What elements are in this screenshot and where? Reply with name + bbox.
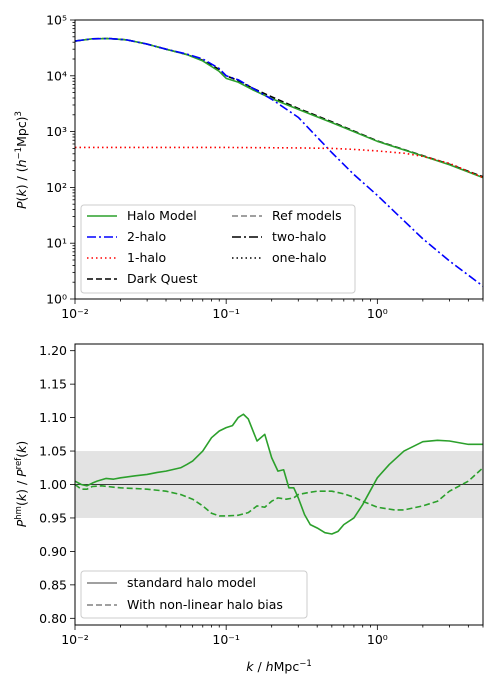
- bottom-y-tick-label: 1.20: [39, 343, 67, 358]
- legend-label-halo-model: Halo Model: [127, 208, 197, 223]
- top-y-axis-label: P(k) / (h−1Mpc)3: [14, 111, 29, 209]
- bottom-series-with-non-linear-halo-bias: [75, 467, 483, 517]
- top-y-tick-label: 10⁴: [46, 68, 67, 83]
- bottom-x-tick-label: 10⁰: [367, 632, 388, 647]
- legend-label-two-halo: two-halo: [272, 229, 326, 244]
- legend-label-one-halo: one-halo: [272, 250, 326, 265]
- bottom-y-tick-label: 1.05: [39, 444, 67, 459]
- legend-label-ref-models: Ref models: [272, 208, 342, 223]
- bottom-y-tick-label: 0.85: [39, 577, 67, 592]
- top-y-tick-label: 10⁵: [46, 13, 67, 28]
- bottom-y-tick-label: 1.10: [39, 410, 67, 425]
- bottom-legend: standard halo model With non-linear halo…: [80, 570, 308, 619]
- bottom-y-tick-label: 1.00: [39, 477, 67, 492]
- bottom-y-tick-label: 0.95: [39, 510, 67, 525]
- top-x-tick-label: 10⁻¹: [212, 306, 240, 321]
- legend-label-1-halo: 1-halo: [127, 250, 166, 265]
- top-legend: Halo Model 2-halo 1-halo Dark Quest Ref …: [80, 204, 356, 294]
- bottom-y-axis-label: Phm(k) / Pref(k): [14, 441, 29, 528]
- top-x-tick-label: 10⁻²: [61, 306, 89, 321]
- ratio-panel: 10⁻² 10⁻¹ 10⁰ 0.80 0.85 0.90 0.95 1.00 1.05 1.10 1…: [14, 343, 484, 674]
- top-series-1-halo: [75, 146, 483, 179]
- legend-entry-one-halo: one-halo: [232, 250, 326, 265]
- bottom-x-axis-label: k / hMpc−1: [246, 659, 311, 674]
- top-y-tick-label: 10¹: [46, 236, 67, 251]
- legend-label-non-linear-bias: With non-linear halo bias: [127, 597, 283, 612]
- legend-entry-1-halo: 1-halo: [87, 250, 166, 265]
- bottom-y-tick-label: 1.15: [39, 377, 67, 392]
- power-spectrum-panel: 10⁻² 10⁻¹ 10⁰ 10⁰ 10¹ 10² 10³ 10⁴ 10⁵ P(k) / (h−…: [14, 13, 484, 321]
- top-series-2-halo: [75, 37, 483, 287]
- legend-entry-standard-halo-model: standard halo model: [87, 575, 256, 590]
- legend-entry-non-linear-bias: With non-linear halo bias: [87, 597, 283, 612]
- bottom-y-tick-label: 0.90: [39, 544, 67, 559]
- top-axes-frame: [74, 19, 484, 300]
- legend-entry-halo-model: Halo Model: [87, 208, 197, 223]
- bottom-x-tick-label: 10⁻²: [61, 632, 89, 647]
- legend-entry-ref-models: Ref models: [232, 208, 342, 223]
- legend-label-standard-halo-model: standard halo model: [127, 575, 256, 590]
- bottom-series-standard-halo-model: [75, 413, 483, 535]
- legend-entry-dark-quest: Dark Quest: [87, 271, 198, 286]
- top-x-tick-label: 10⁰: [367, 306, 388, 321]
- bottom-y-tick-label: 0.80: [39, 611, 67, 626]
- top-y-tick-label: 10⁰: [46, 292, 67, 307]
- top-y-tick-label: 10³: [46, 124, 67, 139]
- top-y-tick-label: 10²: [46, 180, 67, 195]
- legend-entry-2-halo: 2-halo: [87, 229, 166, 244]
- bottom-x-tick-label: 10⁻¹: [212, 632, 240, 647]
- legend-label-dark-quest: Dark Quest: [127, 271, 198, 286]
- legend-label-2-halo: 2-halo: [127, 229, 166, 244]
- legend-entry-two-halo: two-halo: [232, 229, 326, 244]
